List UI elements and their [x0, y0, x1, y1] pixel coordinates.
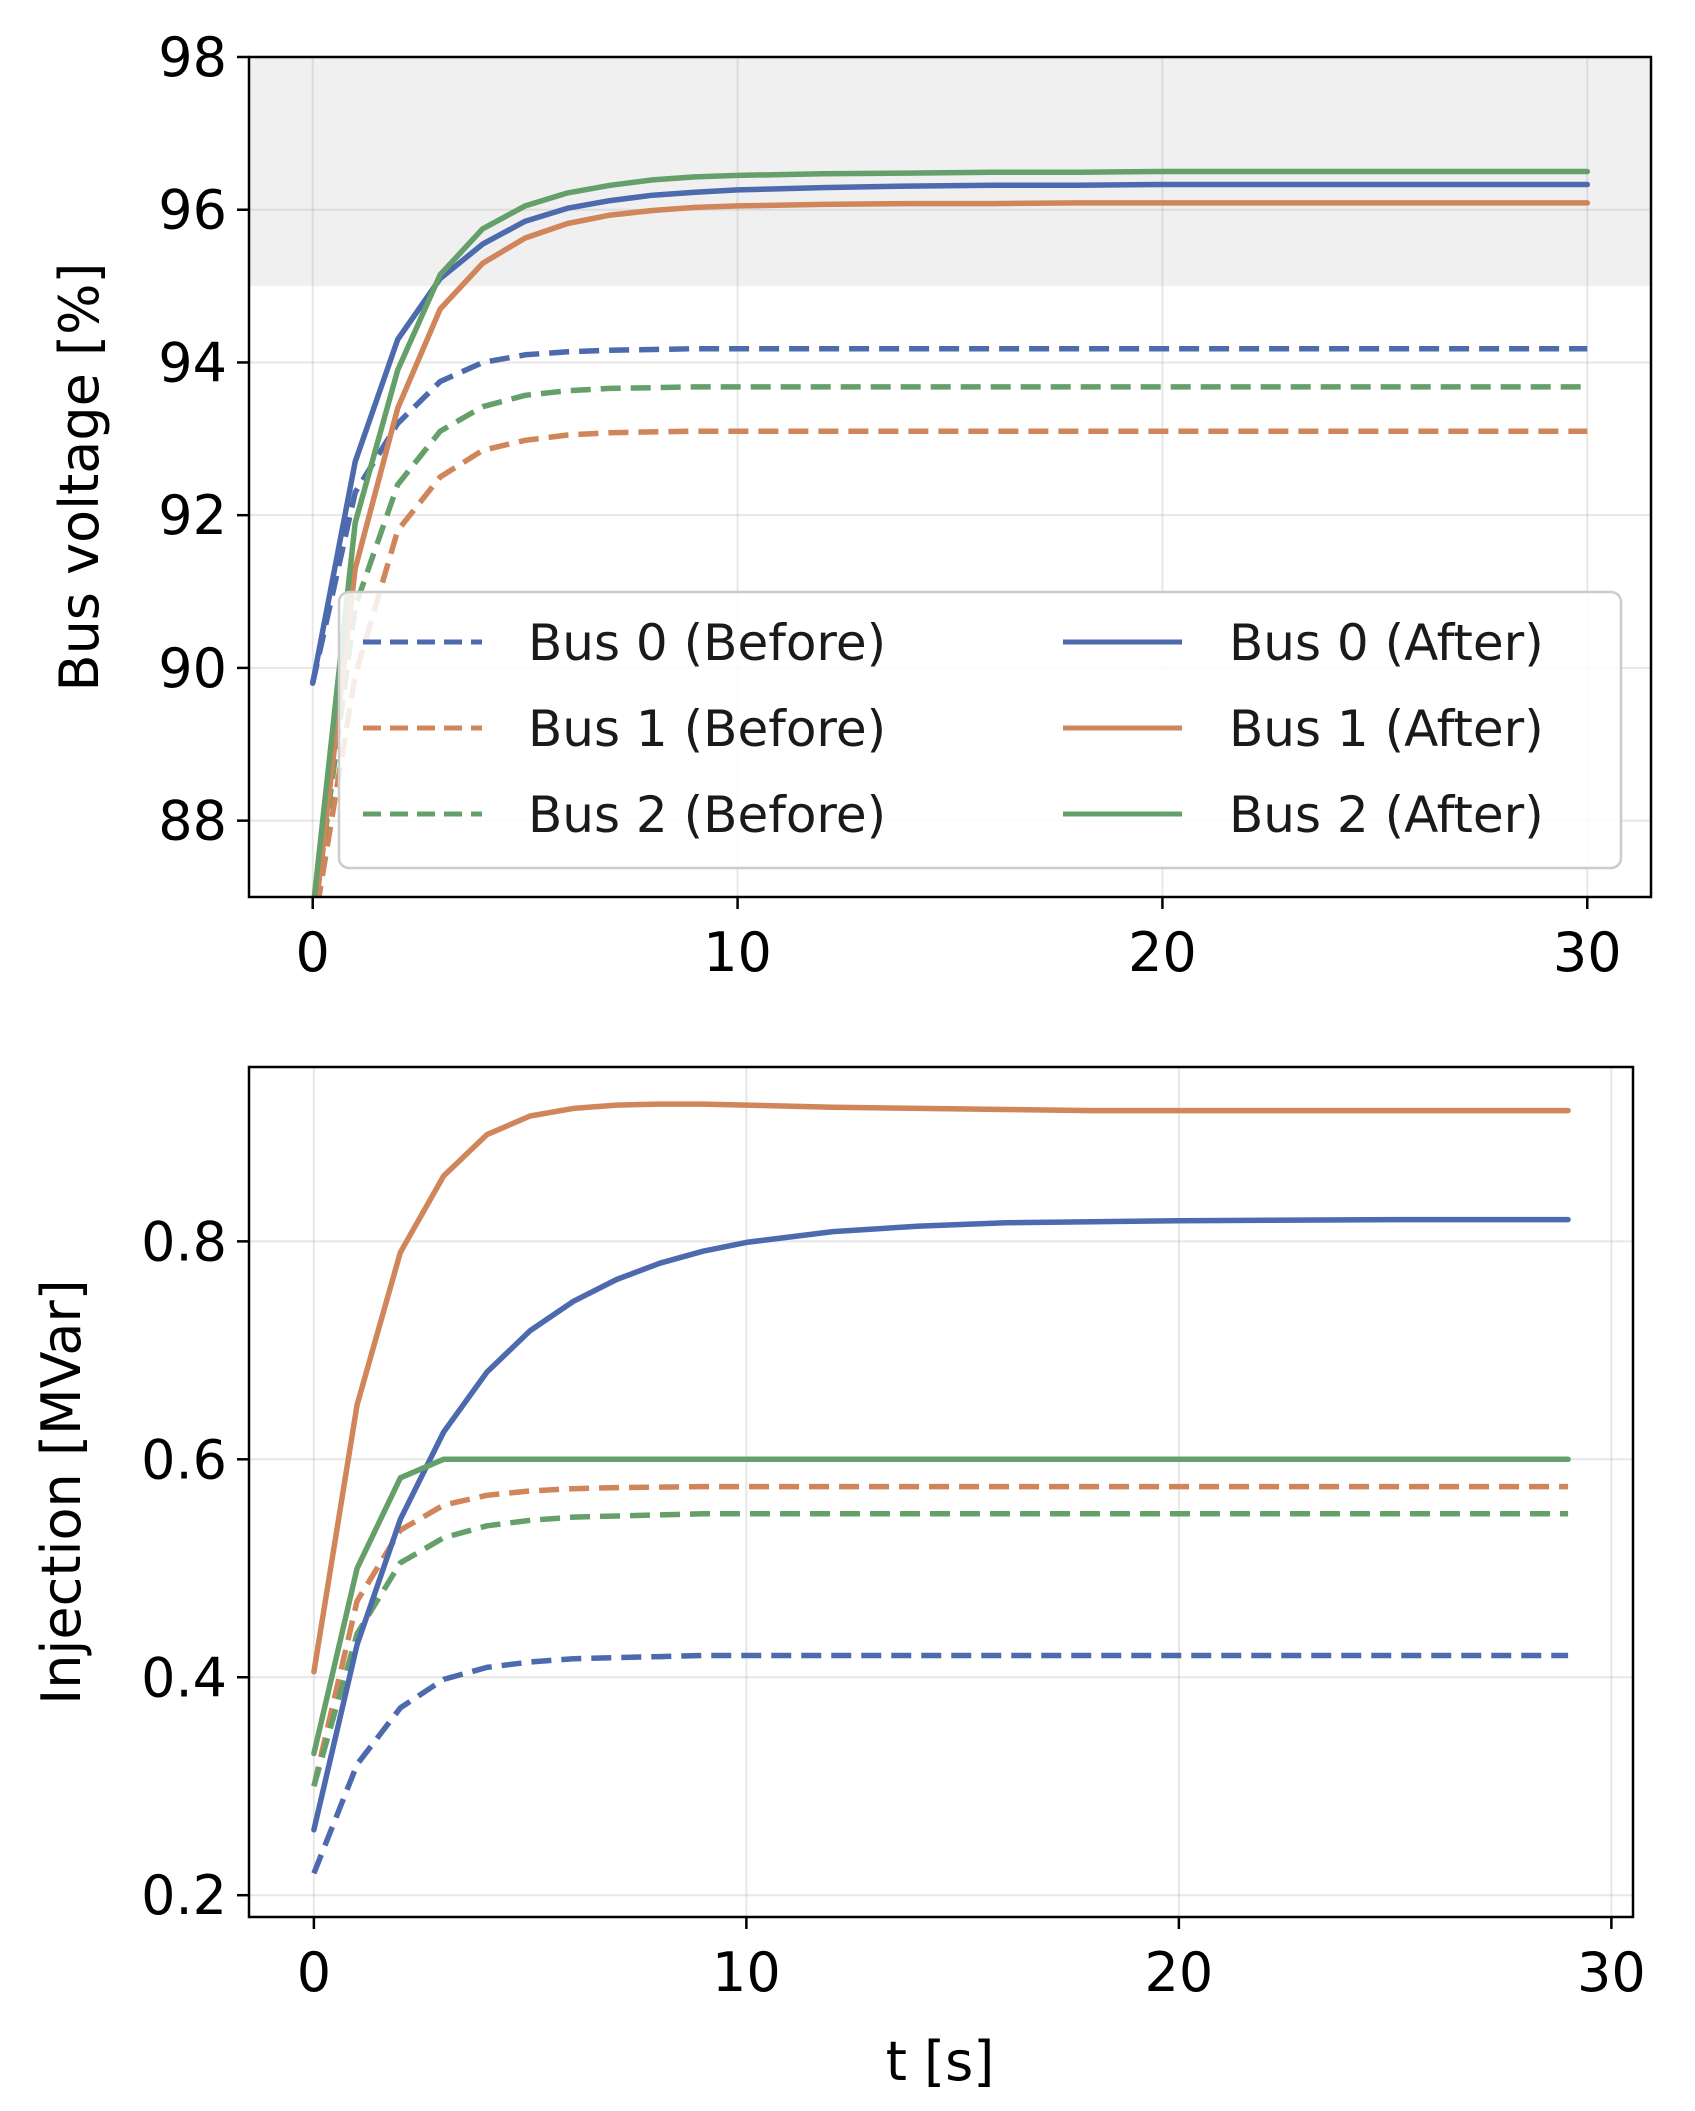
injection-ytick-label: 0.4 — [141, 1646, 227, 1709]
legend-box — [337, 590, 1623, 870]
voltage-xtick-label: 0 — [296, 921, 330, 984]
legend-label-bus0-after: Bus 0 (After) — [1229, 614, 1544, 672]
legend-label-bus2-before: Bus 2 (Before) — [528, 786, 886, 844]
injection-ytick-label: 0.6 — [141, 1428, 227, 1491]
injection-ytick-label: 0.8 — [141, 1210, 227, 1273]
injection-xtick-label: 10 — [712, 1941, 781, 2004]
injection-panel: 0 10 20 30 0.2 0.4 0.6 0.8 Injection [MVar] t [… — [30, 1065, 1646, 2093]
voltage-series-bus-1-after — [314, 200, 1591, 897]
injection-xtick-label: 30 — [1577, 1941, 1646, 2004]
voltage-ytick-label: 94 — [158, 331, 227, 394]
legend-label-bus2-after: Bus 2 (After) — [1229, 786, 1544, 844]
voltage-ytick-label: 96 — [158, 179, 227, 242]
injection-series-bus-1-before — [311, 1483, 1569, 1787]
injection-series-bus-2-after — [311, 1456, 1571, 1757]
legend-label-bus0-before: Bus 0 (Before) — [528, 614, 886, 672]
voltage-ytick-label: 98 — [158, 26, 227, 89]
legend-label-bus1-before: Bus 1 (Before) — [528, 700, 886, 758]
injection-series-bus-0-before — [311, 1652, 1569, 1875]
injection-xlabel: t [s] — [886, 2030, 995, 2093]
voltage-ytick-label: 88 — [158, 790, 227, 853]
voltage-series — [309, 168, 1591, 897]
voltage-ytick-label: 90 — [158, 637, 227, 700]
voltage-series-bus-2-after — [311, 168, 1591, 897]
injection-series-bus-0-after — [311, 1216, 1571, 1833]
injection-series-bus-2-before — [311, 1511, 1569, 1787]
voltage-xtick-label: 30 — [1553, 921, 1622, 984]
injection-ticks: 0 10 20 30 0.2 0.4 0.6 0.8 — [141, 1210, 1646, 2004]
injection-series-bus-1-after — [311, 1101, 1571, 1675]
injection-axes-frame — [247, 1065, 1635, 1919]
voltage-panel: 0 10 20 30 88 90 92 94 96 98 Bus voltage [%] Bus … — [48, 26, 1653, 984]
voltage-series-bus-2-before — [313, 384, 1588, 897]
legend: Bus 0 (Before) Bus 1 (Before) Bus 2 (Bef… — [337, 590, 1623, 870]
legend-label-bus1-after: Bus 1 (After) — [1229, 700, 1544, 758]
injection-xtick-label: 20 — [1145, 1941, 1214, 2004]
voltage-xtick-label: 20 — [1128, 921, 1197, 984]
voltage-series-bus-1-before — [316, 428, 1588, 897]
injection-series — [311, 1101, 1571, 1875]
voltage-ytick-label: 92 — [158, 484, 227, 547]
voltage-axes-frame — [247, 55, 1653, 899]
injection-ytick-label: 0.2 — [141, 1864, 227, 1927]
voltage-ticks: 0 10 20 30 88 90 92 94 96 98 — [158, 26, 1621, 984]
injection-ylabel: Injection [MVar] — [30, 1279, 93, 1704]
voltage-series-bus-0-before — [310, 345, 1588, 684]
voltage-ylabel: Bus voltage [%] — [48, 263, 111, 692]
injection-xtick-label: 0 — [297, 1941, 331, 2004]
voltage-xtick-label: 10 — [703, 921, 772, 984]
